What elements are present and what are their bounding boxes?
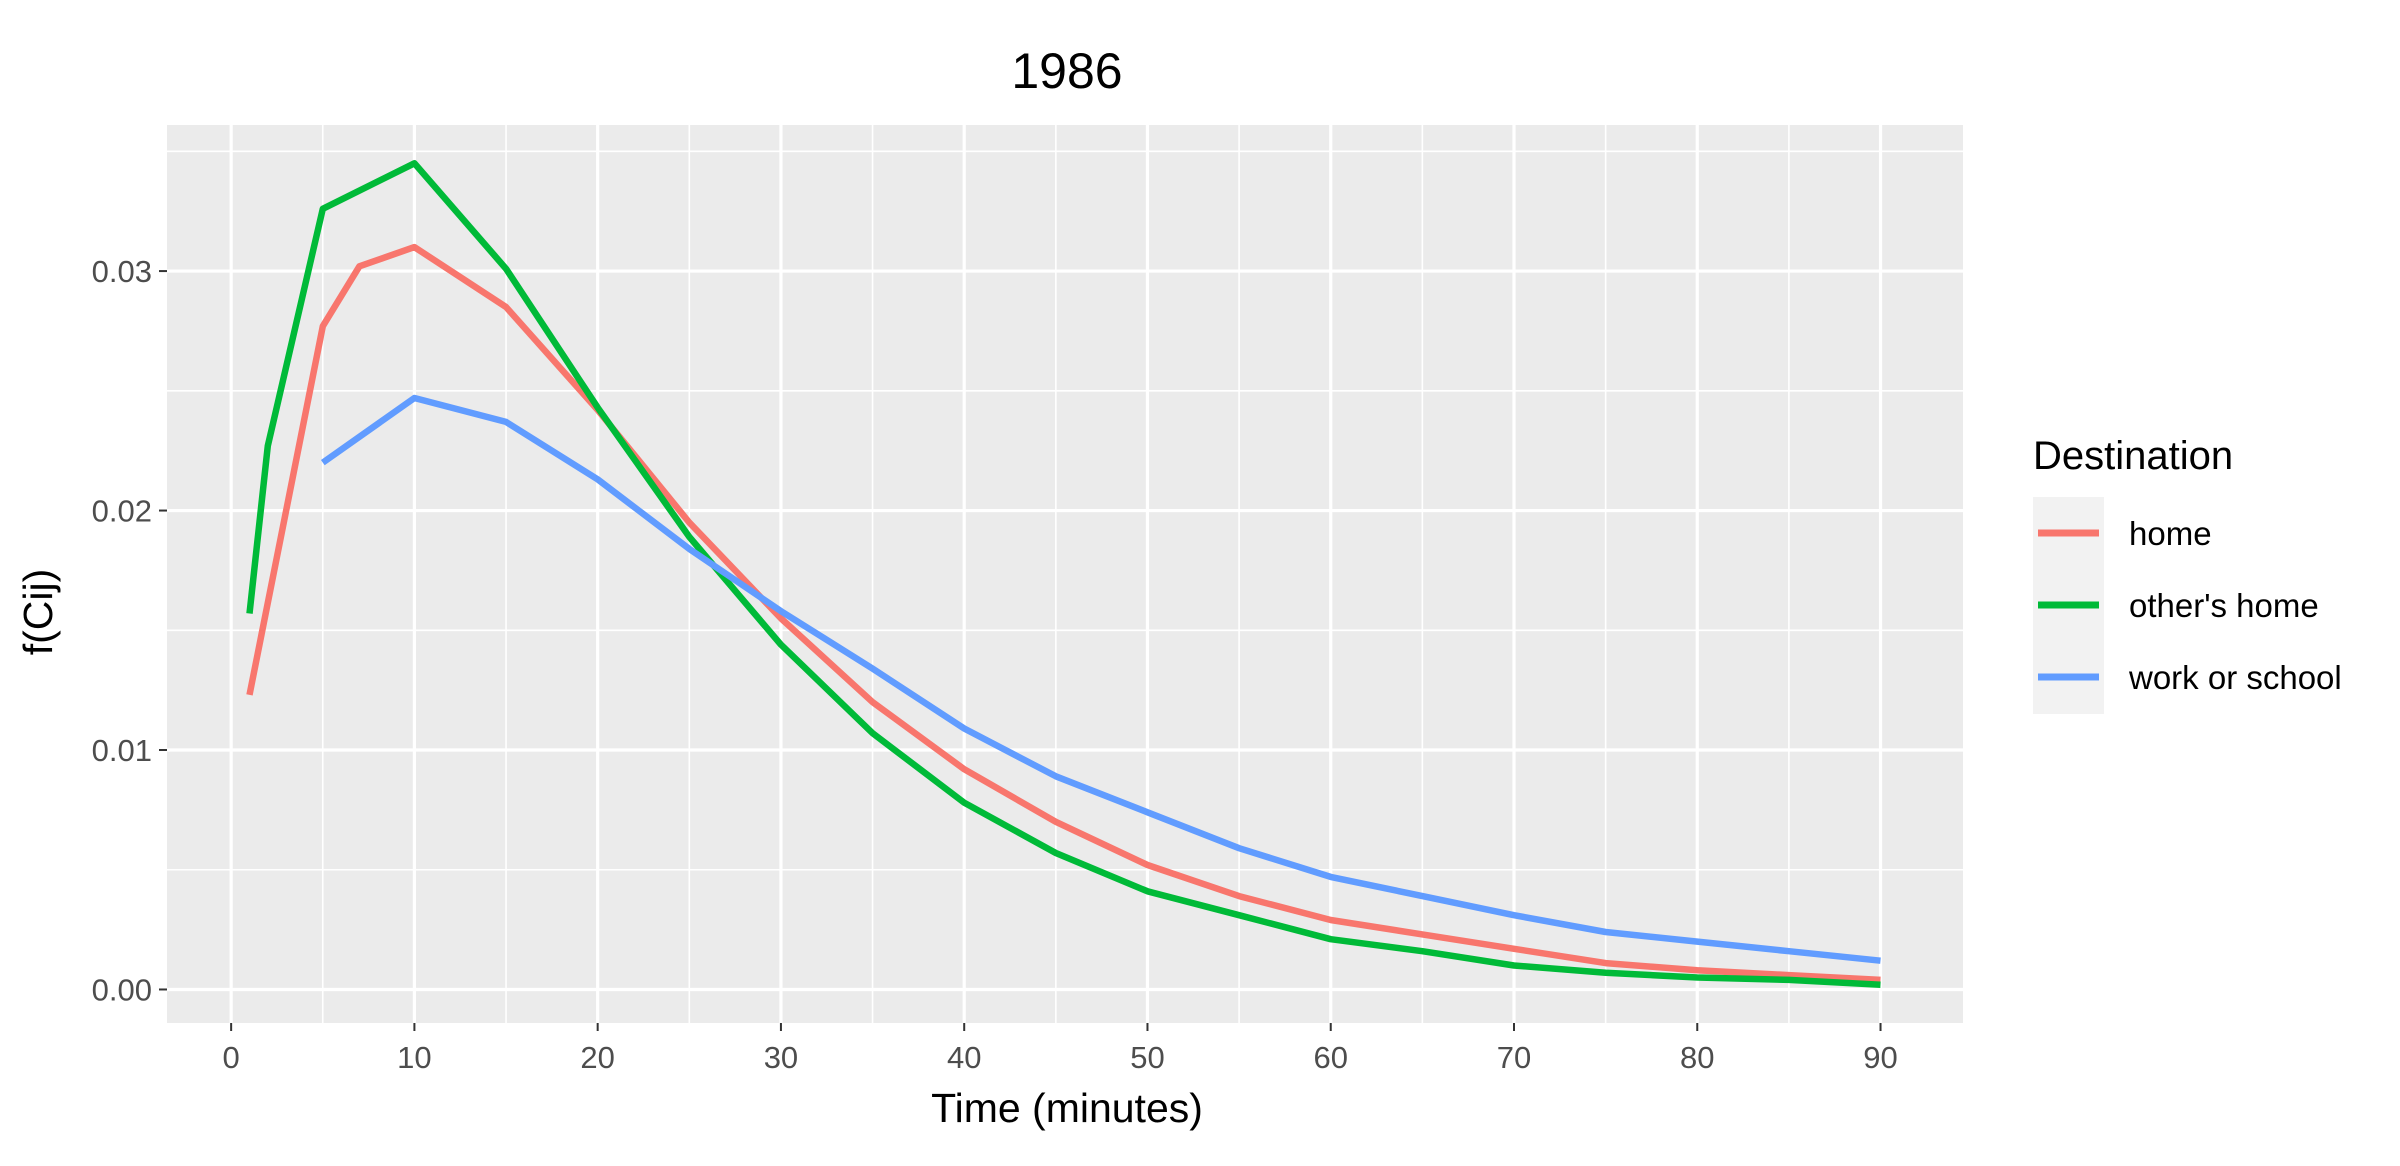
y-tick-label: 0.02 <box>92 494 152 529</box>
x-tick-label: 80 <box>1680 1040 1714 1075</box>
x-tick-label: 0 <box>223 1040 240 1075</box>
series-line-home <box>246 243 1881 984</box>
legend-label-home: home <box>2129 515 2212 552</box>
legend-label-work-or-school: work or school <box>2128 659 2342 696</box>
major-gridlines <box>167 125 1963 1023</box>
plot-panel <box>167 125 1963 1023</box>
x-tick-label: 60 <box>1313 1040 1347 1075</box>
legend-items: home other's home work or school <box>2038 515 2342 696</box>
legend-label-other-s-home: other's home <box>2129 587 2319 624</box>
y-axis-title: f(Cij) <box>15 569 61 656</box>
y-tick-label: 0.01 <box>92 733 152 768</box>
chart-title: 1986 <box>1011 43 1122 99</box>
x-axis-title: Time (minutes) <box>931 1085 1203 1131</box>
axis-ticks <box>159 270 1882 1031</box>
x-tick-label: 50 <box>1130 1040 1164 1075</box>
series-line-other-s-home <box>246 160 1881 988</box>
y-axis-tick-labels: 0.00 0.01 0.02 0.03 <box>92 254 152 1007</box>
y-tick-label: 0.03 <box>92 254 152 289</box>
legend: Destination home other's home work or scho… <box>2033 434 2342 714</box>
y-tick-label: 0.00 <box>92 972 152 1007</box>
x-tick-label: 40 <box>947 1040 981 1075</box>
x-tick-label: 20 <box>580 1040 614 1075</box>
x-tick-label: 70 <box>1497 1040 1531 1075</box>
x-tick-label: 30 <box>764 1040 798 1075</box>
series-line-work-or-school <box>320 394 1881 964</box>
x-axis-tick-labels: 0 10 20 30 40 50 60 70 80 90 <box>223 1040 1898 1075</box>
x-tick-label: 90 <box>1863 1040 1897 1075</box>
x-tick-label: 10 <box>397 1040 431 1075</box>
minor-gridlines <box>167 125 1963 1023</box>
series-lines <box>246 160 1881 988</box>
legend-title: Destination <box>2033 434 2233 478</box>
